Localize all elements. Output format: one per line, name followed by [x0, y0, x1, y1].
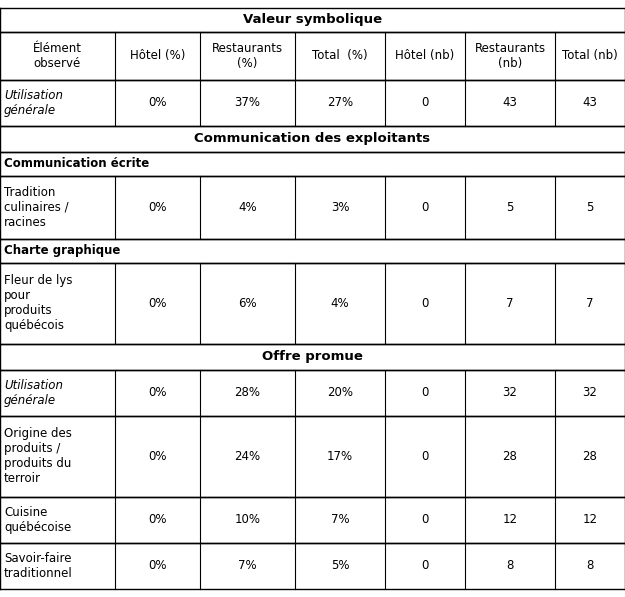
Text: Utilisation
générale: Utilisation générale	[4, 378, 63, 407]
Text: 4%: 4%	[331, 297, 349, 310]
Text: 24%: 24%	[234, 450, 261, 463]
Text: 32: 32	[582, 386, 598, 399]
Text: 0%: 0%	[148, 559, 167, 573]
Text: 27%: 27%	[327, 97, 353, 109]
Text: Hôtel (%): Hôtel (%)	[130, 50, 185, 63]
Text: 0%: 0%	[148, 513, 167, 527]
Text: 0%: 0%	[148, 97, 167, 109]
Text: 0%: 0%	[148, 450, 167, 463]
Text: Cuisine
québécoise: Cuisine québécoise	[4, 506, 71, 534]
Text: 4%: 4%	[238, 201, 257, 214]
Text: Utilisation
générale: Utilisation générale	[4, 89, 63, 117]
Text: 10%: 10%	[234, 513, 261, 527]
Text: Charte graphique: Charte graphique	[4, 244, 121, 257]
Text: 5%: 5%	[331, 559, 349, 573]
Text: Hôtel (nb): Hôtel (nb)	[396, 50, 454, 63]
Text: Valeur symbolique: Valeur symbolique	[243, 14, 382, 26]
Text: 8: 8	[506, 559, 514, 573]
Text: 0: 0	[421, 559, 429, 573]
Text: 37%: 37%	[234, 97, 261, 109]
Text: 0: 0	[421, 513, 429, 527]
Text: 3%: 3%	[331, 201, 349, 214]
Text: 0: 0	[421, 201, 429, 214]
Text: Communication des exploitants: Communication des exploitants	[194, 133, 431, 146]
Text: Savoir-faire
traditionnel: Savoir-faire traditionnel	[4, 552, 72, 580]
Text: 5: 5	[586, 201, 594, 214]
Text: 28: 28	[503, 450, 518, 463]
Text: 28%: 28%	[234, 386, 261, 399]
Text: Restaurants
(nb): Restaurants (nb)	[474, 42, 546, 70]
Text: 0: 0	[421, 97, 429, 109]
Text: 43: 43	[582, 97, 598, 109]
Text: 5: 5	[506, 201, 514, 214]
Text: 7: 7	[586, 297, 594, 310]
Text: Total (nb): Total (nb)	[562, 50, 618, 63]
Text: 7%: 7%	[238, 559, 257, 573]
Text: 0%: 0%	[148, 201, 167, 214]
Text: Tradition
culinaires /
racines: Tradition culinaires / racines	[4, 186, 69, 229]
Text: 17%: 17%	[327, 450, 353, 463]
Text: 28: 28	[582, 450, 598, 463]
Text: Fleur de lys
pour
produits
québécois: Fleur de lys pour produits québécois	[4, 274, 72, 332]
Text: Total  (%): Total (%)	[312, 50, 368, 63]
Text: 0: 0	[421, 297, 429, 310]
Text: 20%: 20%	[327, 386, 353, 399]
Text: Élément
observé: Élément observé	[33, 42, 82, 70]
Text: 0: 0	[421, 450, 429, 463]
Text: 6%: 6%	[238, 297, 257, 310]
Text: Origine des
produits /
produits du
terroir: Origine des produits / produits du terro…	[4, 427, 72, 485]
Text: Communication écrite: Communication écrite	[4, 158, 149, 170]
Text: 8: 8	[586, 559, 594, 573]
Text: 0%: 0%	[148, 386, 167, 399]
Text: 0: 0	[421, 386, 429, 399]
Text: 12: 12	[503, 513, 518, 527]
Text: 7: 7	[506, 297, 514, 310]
Text: 32: 32	[503, 386, 518, 399]
Text: Offre promue: Offre promue	[262, 350, 363, 363]
Text: Restaurants
(%): Restaurants (%)	[212, 42, 283, 70]
Text: 43: 43	[503, 97, 518, 109]
Text: 0%: 0%	[148, 297, 167, 310]
Text: 7%: 7%	[331, 513, 349, 527]
Text: 12: 12	[582, 513, 598, 527]
